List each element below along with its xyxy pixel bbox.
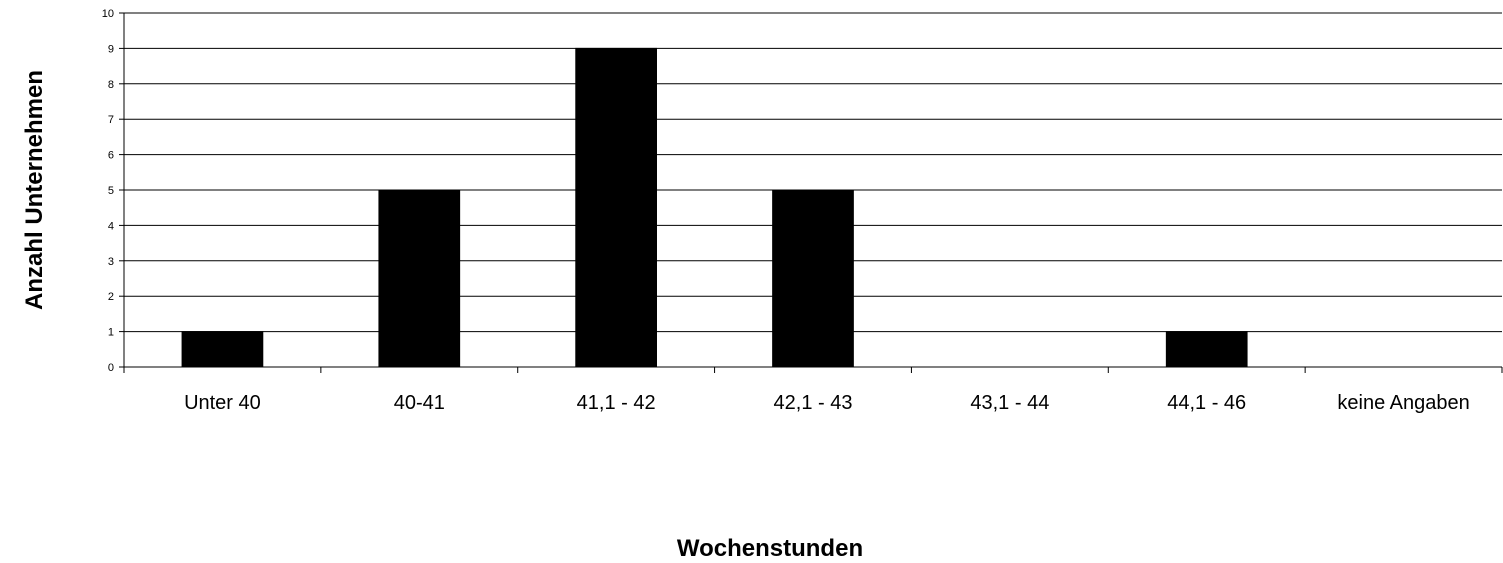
bar (772, 189, 854, 368)
y-tick-labels: 0 1 2 3 4 5 6 7 8 9 10 (102, 8, 114, 374)
x-category-label: keine Angaben (1337, 392, 1469, 414)
x-category-label: 43,1 - 44 (970, 392, 1049, 414)
bar (1165, 331, 1248, 368)
y-tick-label: 7 (108, 114, 114, 126)
y-tick-label: 8 (108, 79, 114, 91)
x-category-label: 42,1 - 43 (774, 392, 853, 414)
x-axis-title: Wochenstunden (677, 535, 863, 562)
x-category-label: Unter 40 (184, 392, 261, 414)
bar (378, 189, 461, 368)
x-category-label: 40-41 (394, 392, 445, 414)
y-tick-label: 4 (108, 220, 114, 232)
y-tick-label: 10 (102, 8, 114, 20)
x-category-label: 41,1 - 42 (577, 392, 656, 414)
bars (181, 47, 1248, 368)
bar (575, 47, 657, 368)
y-tick-label: 0 (108, 362, 114, 374)
axes (123, 13, 1502, 368)
x-category-label: 44,1 - 46 (1167, 392, 1246, 414)
bar (181, 331, 264, 368)
y-tick-label: 5 (108, 185, 114, 197)
y-tick-label: 6 (108, 150, 114, 162)
y-tick-label: 2 (108, 291, 114, 303)
y-tick-label: 9 (108, 43, 114, 55)
x-tick-labels: Unter 40 40-41 41,1 - 42 42,1 - 43 43,1 - 44… (123, 367, 1503, 414)
y-tick-label: 3 (108, 256, 114, 268)
y-axis-title: Anzahl Unternehmen (21, 70, 48, 310)
y-tick-label: 1 (108, 327, 114, 339)
